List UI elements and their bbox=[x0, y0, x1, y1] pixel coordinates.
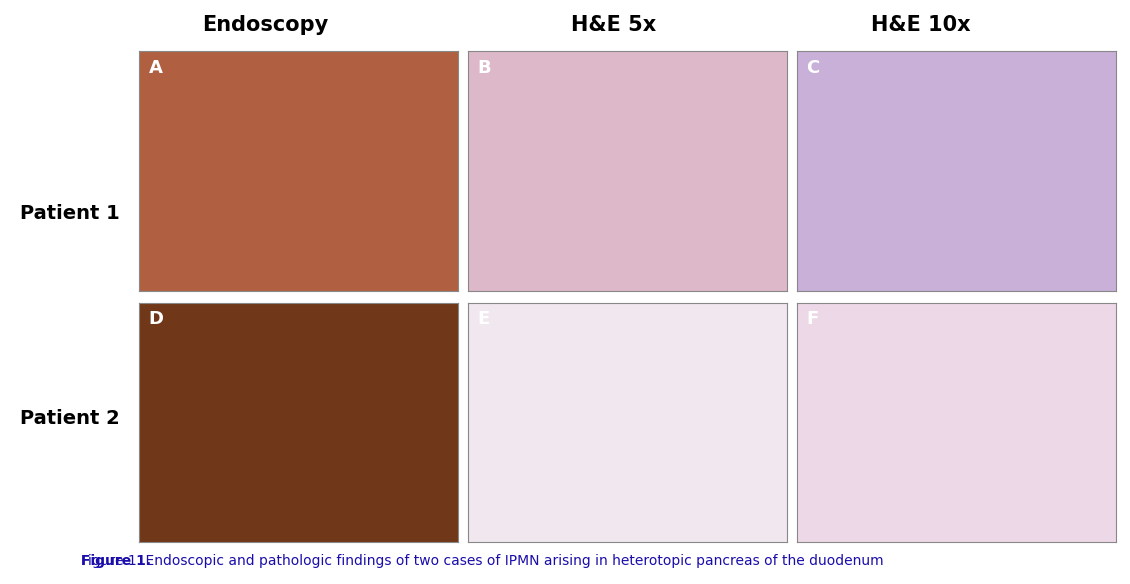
Text: A: A bbox=[148, 58, 163, 77]
Text: Figure 1. Endoscopic and pathologic findings of two cases of IPMN arising in het: Figure 1. Endoscopic and pathologic find… bbox=[81, 554, 884, 568]
Text: H&E 10x: H&E 10x bbox=[871, 15, 971, 34]
Text: F: F bbox=[807, 310, 819, 328]
Text: H&E 5x: H&E 5x bbox=[571, 15, 657, 34]
Text: Figure 1.: Figure 1. bbox=[81, 554, 151, 568]
Text: Patient 2: Patient 2 bbox=[20, 409, 120, 427]
Text: B: B bbox=[478, 58, 492, 77]
Text: Endoscopy: Endoscopy bbox=[202, 15, 329, 34]
Text: E: E bbox=[478, 310, 489, 328]
Text: Patient 1: Patient 1 bbox=[20, 204, 120, 223]
Text: C: C bbox=[807, 58, 820, 77]
Text: D: D bbox=[148, 310, 164, 328]
